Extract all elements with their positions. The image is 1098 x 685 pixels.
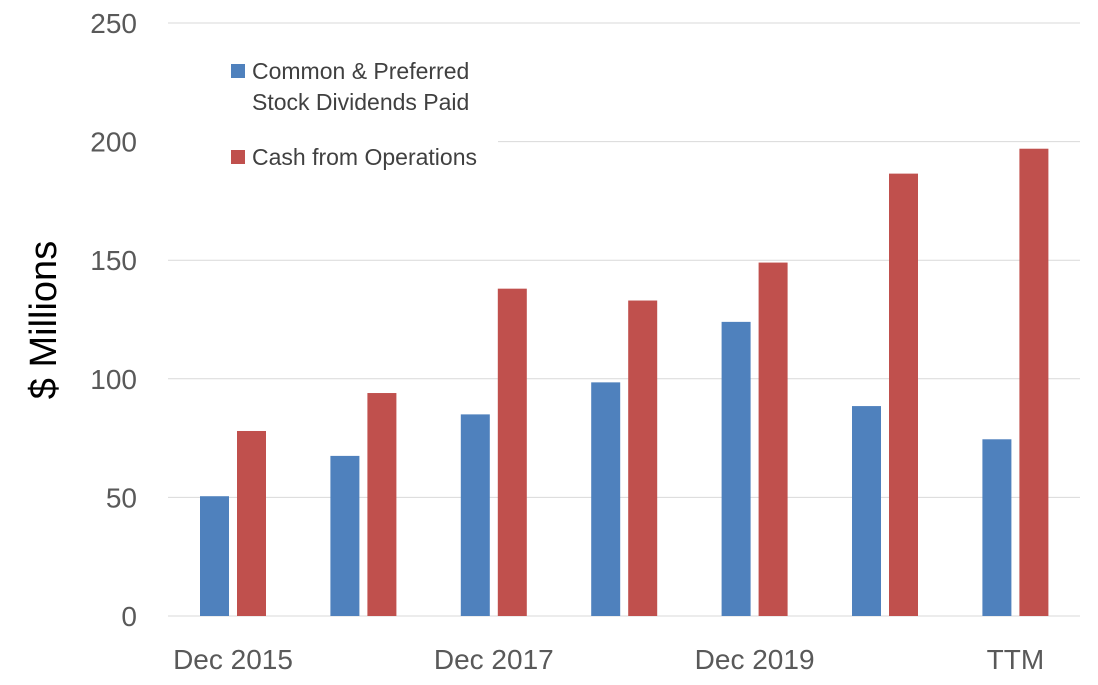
bar-dividends [852,406,881,616]
y-tick-label: 100 [90,364,137,395]
legend-label-dividends-line1: Common & Preferred [252,58,469,84]
y-tick-label: 150 [90,245,137,276]
legend-swatch-dividends [231,64,245,78]
bar-dividends [460,414,490,616]
x-tick-label: Dec 2015 [173,644,293,675]
bar-dividends [200,496,229,616]
bar-cash-operations [237,430,266,616]
bar-cash-operations [889,173,918,616]
bar-cash-operations [758,262,788,616]
y-tick-label: 50 [106,482,137,513]
y-tick-label: 250 [90,8,137,39]
bars [200,148,1049,616]
x-axis-ticks: Dec 2015 Dec 2017 Dec 2019 TTM [173,644,1044,675]
y-axis-ticks: 0 50 100 150 200 250 [90,8,137,632]
legend: Common & Preferred Stock Dividends Paid … [168,58,498,180]
x-tick-label: Dec 2019 [695,644,815,675]
legend-swatch-cash-operations [231,150,245,164]
legend-background [168,122,498,180]
y-axis-title: $ Millions [23,241,65,399]
bar-cash-operations [497,288,527,616]
bar-cash-operations [367,393,397,616]
y-tick-label: 200 [90,127,137,158]
legend-label-cash-operations: Cash from Operations [252,144,477,170]
bar-cash-operations [628,300,658,616]
bar-dividends [330,455,360,616]
bar-dividends [721,321,751,616]
x-tick-label: Dec 2017 [434,644,554,675]
y-tick-label: 0 [121,601,137,632]
x-tick-label: TTM [987,644,1045,675]
legend-label-dividends-line2: Stock Dividends Paid [252,89,469,115]
bar-dividends [982,439,1012,616]
bar-dividends [591,382,621,616]
bar-cash-operations [1019,148,1049,616]
